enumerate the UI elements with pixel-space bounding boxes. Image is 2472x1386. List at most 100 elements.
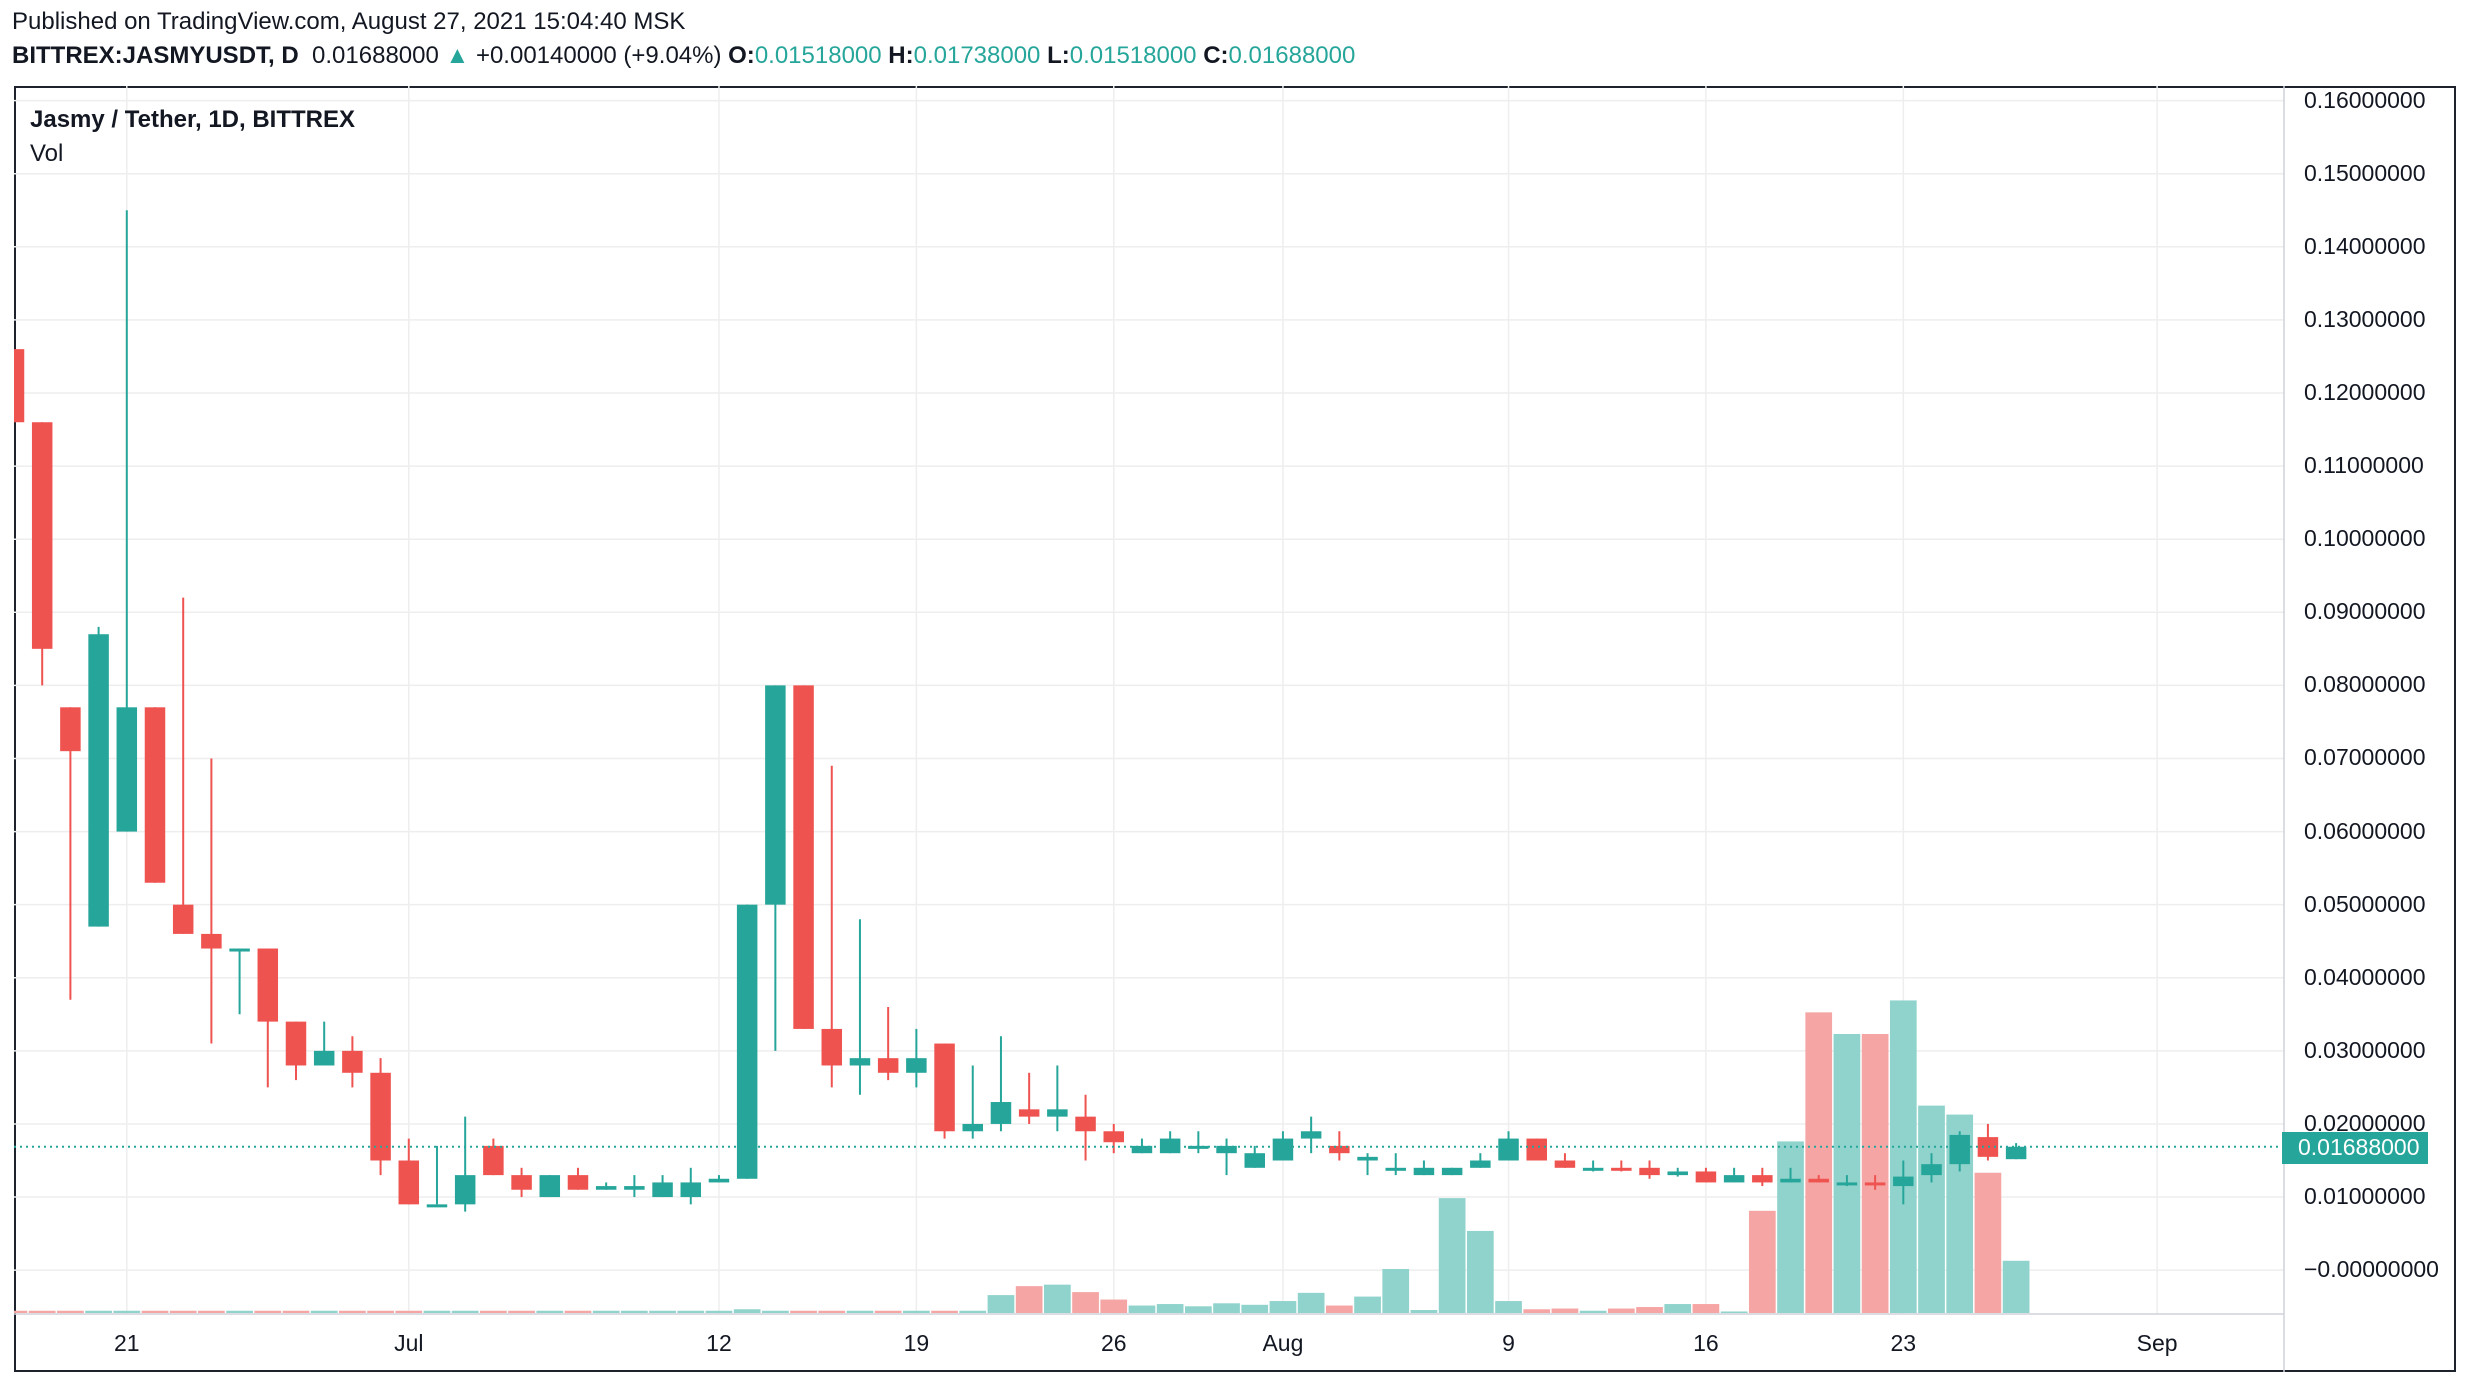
quote-line: BITTREX:JASMYUSDT, D 0.01688000 ▲ +0.001… (12, 42, 1355, 70)
candle-body (1864, 1182, 1886, 1186)
volume-bar (1523, 1309, 1551, 1313)
published-info: Published on TradingView.com, August 27,… (12, 8, 686, 35)
low-label: L: (1047, 42, 1070, 69)
volume-bar (705, 1310, 733, 1313)
volume-bar (226, 1310, 253, 1313)
candle-body (1244, 1153, 1265, 1168)
candle-body (2005, 1146, 2027, 1160)
volume-bar (57, 1310, 84, 1313)
candle-body (31, 422, 53, 649)
close-value: 0.01688000 (1228, 42, 1356, 69)
volume-bar (141, 1310, 169, 1313)
volume-bar (1128, 1305, 1156, 1313)
candle-body (1470, 1160, 1491, 1168)
candle-body (1836, 1182, 1858, 1186)
candle-body (1357, 1156, 1378, 1161)
candle-body (1300, 1131, 1322, 1139)
volume-bar (28, 1310, 56, 1313)
candle-body (652, 1182, 673, 1198)
x-tick-label: 12 (706, 1330, 732, 1356)
price-chart[interactable] (14, 86, 2456, 1372)
candle-body (1188, 1145, 1209, 1149)
x-tick-label: 19 (903, 1330, 930, 1356)
candle-body (426, 1204, 448, 1208)
high-value: 0.01738000 (913, 42, 1041, 69)
y-tick-label: 0.11000000 (2304, 452, 2424, 479)
volume-bar (1156, 1304, 1184, 1313)
volume-bar (536, 1310, 564, 1313)
volume-bar (451, 1310, 479, 1313)
candle-body (821, 1028, 843, 1066)
chart-frame[interactable] (14, 86, 2456, 1372)
volume-bar (1184, 1306, 1212, 1313)
candle-body (483, 1145, 504, 1176)
candle-body (1808, 1178, 1829, 1183)
candle-body (1780, 1178, 1801, 1183)
candle-body (680, 1182, 702, 1198)
volume-bar (1100, 1299, 1128, 1313)
candle-body (1526, 1138, 1547, 1161)
volume-bar (1213, 1303, 1240, 1313)
volume-bar (564, 1310, 592, 1313)
candle-body (1018, 1109, 1040, 1117)
candle-body (1131, 1145, 1153, 1154)
volume-bar (198, 1310, 225, 1313)
volume-bar (1297, 1292, 1325, 1313)
volume-bar (1579, 1310, 1607, 1313)
y-tick-label: 0.01000000 (2304, 1183, 2426, 1210)
volume-bar (1777, 1141, 1804, 1313)
volume-bar (649, 1310, 676, 1313)
volume-bar (987, 1295, 1015, 1313)
volume-bar (14, 1310, 28, 1313)
volume-bar (1410, 1310, 1438, 1313)
candle-body (14, 349, 25, 423)
candle-body (1977, 1137, 1999, 1157)
volume-bar (1072, 1292, 1099, 1313)
candle-body (313, 1050, 335, 1066)
volume-bar (367, 1310, 394, 1313)
open-value: 0.01518000 (754, 42, 882, 69)
candle-body (116, 707, 138, 832)
y-tick-label: 0.16000000 (2304, 86, 2426, 113)
volume-bar (1607, 1308, 1635, 1313)
candle-body (370, 1072, 391, 1161)
volume-bar (874, 1310, 902, 1313)
volume-bar (1269, 1301, 1297, 1313)
volume-bar (508, 1310, 535, 1313)
symbol-label: BITTREX:JASMYUSDT, D (12, 42, 299, 69)
y-tick-label: 0.02000000 (2304, 1109, 2426, 1136)
candle-body (1723, 1175, 1745, 1183)
candle-body (539, 1175, 561, 1198)
candle-body (1441, 1167, 1463, 1176)
candle-body (1413, 1167, 1435, 1176)
candle-body (1921, 1164, 1942, 1176)
x-tick-label: 16 (1693, 1330, 1719, 1356)
volume-bar (1015, 1286, 1043, 1313)
candle-body (201, 933, 222, 949)
volume-bar (310, 1310, 338, 1313)
candle-body (1216, 1145, 1237, 1154)
candle-body (257, 948, 279, 1022)
volume-bars (14, 1000, 2030, 1313)
volume-bar (423, 1310, 451, 1313)
candle-body (398, 1160, 420, 1205)
volume-bar (1664, 1304, 1692, 1313)
x-tick-label: 9 (1502, 1330, 1515, 1356)
candle-body (342, 1050, 363, 1073)
volume-bar (1241, 1304, 1269, 1313)
volume-bar (282, 1310, 310, 1313)
candle-body (1103, 1131, 1125, 1143)
volume-bar (959, 1310, 987, 1313)
candle-body (1385, 1167, 1406, 1171)
y-tick-label: 0.10000000 (2304, 525, 2426, 552)
candle-body (1667, 1171, 1688, 1176)
y-tick-label: 0.09000000 (2304, 598, 2426, 625)
candle-body (1554, 1160, 1576, 1168)
volume-bar (1044, 1284, 1071, 1313)
candle-body (1329, 1145, 1350, 1154)
candle-body (1893, 1176, 1914, 1187)
volume-bar (1720, 1311, 1748, 1313)
candle-body (172, 904, 194, 934)
volume-bar (1889, 1000, 1917, 1313)
x-tick-label: 26 (1100, 1330, 1127, 1356)
